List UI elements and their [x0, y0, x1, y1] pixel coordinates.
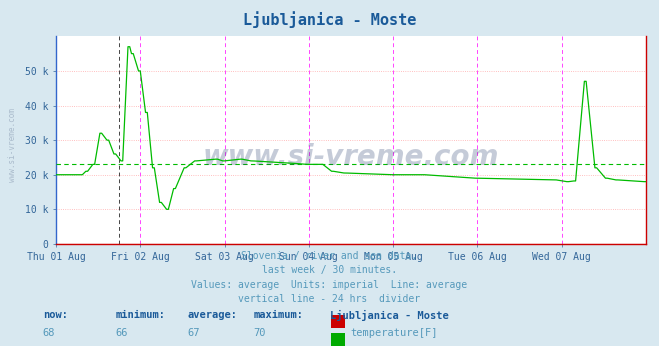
- Text: Ljubljanica - Moste: Ljubljanica - Moste: [330, 310, 448, 321]
- Text: www.si-vreme.com: www.si-vreme.com: [8, 108, 17, 182]
- Text: 66: 66: [115, 328, 128, 338]
- Text: Slovenia / river and sea data.: Slovenia / river and sea data.: [241, 251, 418, 261]
- Text: www.si-vreme.com: www.si-vreme.com: [203, 143, 499, 171]
- Text: temperature[F]: temperature[F]: [351, 328, 438, 338]
- Text: last week / 30 minutes.: last week / 30 minutes.: [262, 265, 397, 275]
- Text: now:: now:: [43, 310, 68, 320]
- Text: Ljubljanica - Moste: Ljubljanica - Moste: [243, 11, 416, 28]
- Text: 68: 68: [43, 328, 55, 338]
- Text: maximum:: maximum:: [254, 310, 304, 320]
- Text: Values: average  Units: imperial  Line: average: Values: average Units: imperial Line: av…: [191, 280, 468, 290]
- Text: minimum:: minimum:: [115, 310, 165, 320]
- Text: vertical line - 24 hrs  divider: vertical line - 24 hrs divider: [239, 294, 420, 304]
- Text: average:: average:: [188, 310, 238, 320]
- Text: 67: 67: [188, 328, 200, 338]
- Text: 70: 70: [254, 328, 266, 338]
